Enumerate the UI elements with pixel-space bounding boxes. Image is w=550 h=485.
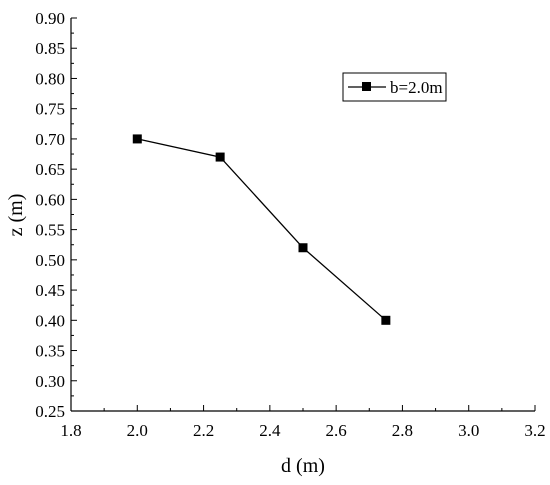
x-tick-label: 3.0 — [458, 421, 479, 440]
x-tick-label: 2.2 — [193, 421, 214, 440]
data-point — [132, 134, 142, 144]
data-point — [298, 243, 308, 253]
y-tick-label: 0.65 — [35, 160, 65, 179]
legend-marker — [362, 82, 371, 91]
y-tick-label: 0.35 — [35, 342, 65, 361]
y-tick-label: 0.70 — [35, 130, 65, 149]
y-tick-label: 0.30 — [35, 372, 65, 391]
x-tick-label: 3.2 — [524, 421, 545, 440]
data-point — [381, 315, 391, 325]
y-axis-title: z (m) — [5, 194, 27, 237]
legend-label: b=2.0m — [390, 78, 443, 97]
y-tick-label: 0.45 — [35, 281, 65, 300]
y-tick-label: 0.40 — [35, 311, 65, 330]
x-axis-title: d (m) — [281, 455, 325, 477]
series-line — [137, 138, 387, 321]
y-tick-label: 0.25 — [35, 402, 65, 421]
x-tick-label: 2.0 — [127, 421, 148, 440]
y-tick-label: 0.90 — [35, 9, 65, 28]
series-layer — [132, 134, 391, 325]
y-tick-label: 0.75 — [35, 100, 65, 119]
y-tick-label: 0.80 — [35, 69, 65, 88]
y-axis-ticks: 0.25 0.30 0.35 0.40 0.45 0.50 0.55 0.60 0.65 0.70… — [35, 9, 77, 421]
data-point — [215, 152, 225, 162]
y-tick-label: 0.85 — [35, 39, 65, 58]
y-tick-label: 0.55 — [35, 221, 65, 240]
x-tick-label: 2.6 — [326, 421, 347, 440]
legend: b=2.0m — [342, 72, 447, 102]
x-tick-label: 1.8 — [60, 421, 81, 440]
x-tick-label: 2.8 — [392, 421, 413, 440]
y-tick-label: 0.60 — [35, 190, 65, 209]
x-axis-ticks: 1.8 2.0 2.2 2.4 2.6 2.8 3.0 3.2 — [60, 405, 546, 440]
x-tick-label: 2.4 — [259, 421, 281, 440]
y-tick-label: 0.50 — [35, 251, 65, 270]
